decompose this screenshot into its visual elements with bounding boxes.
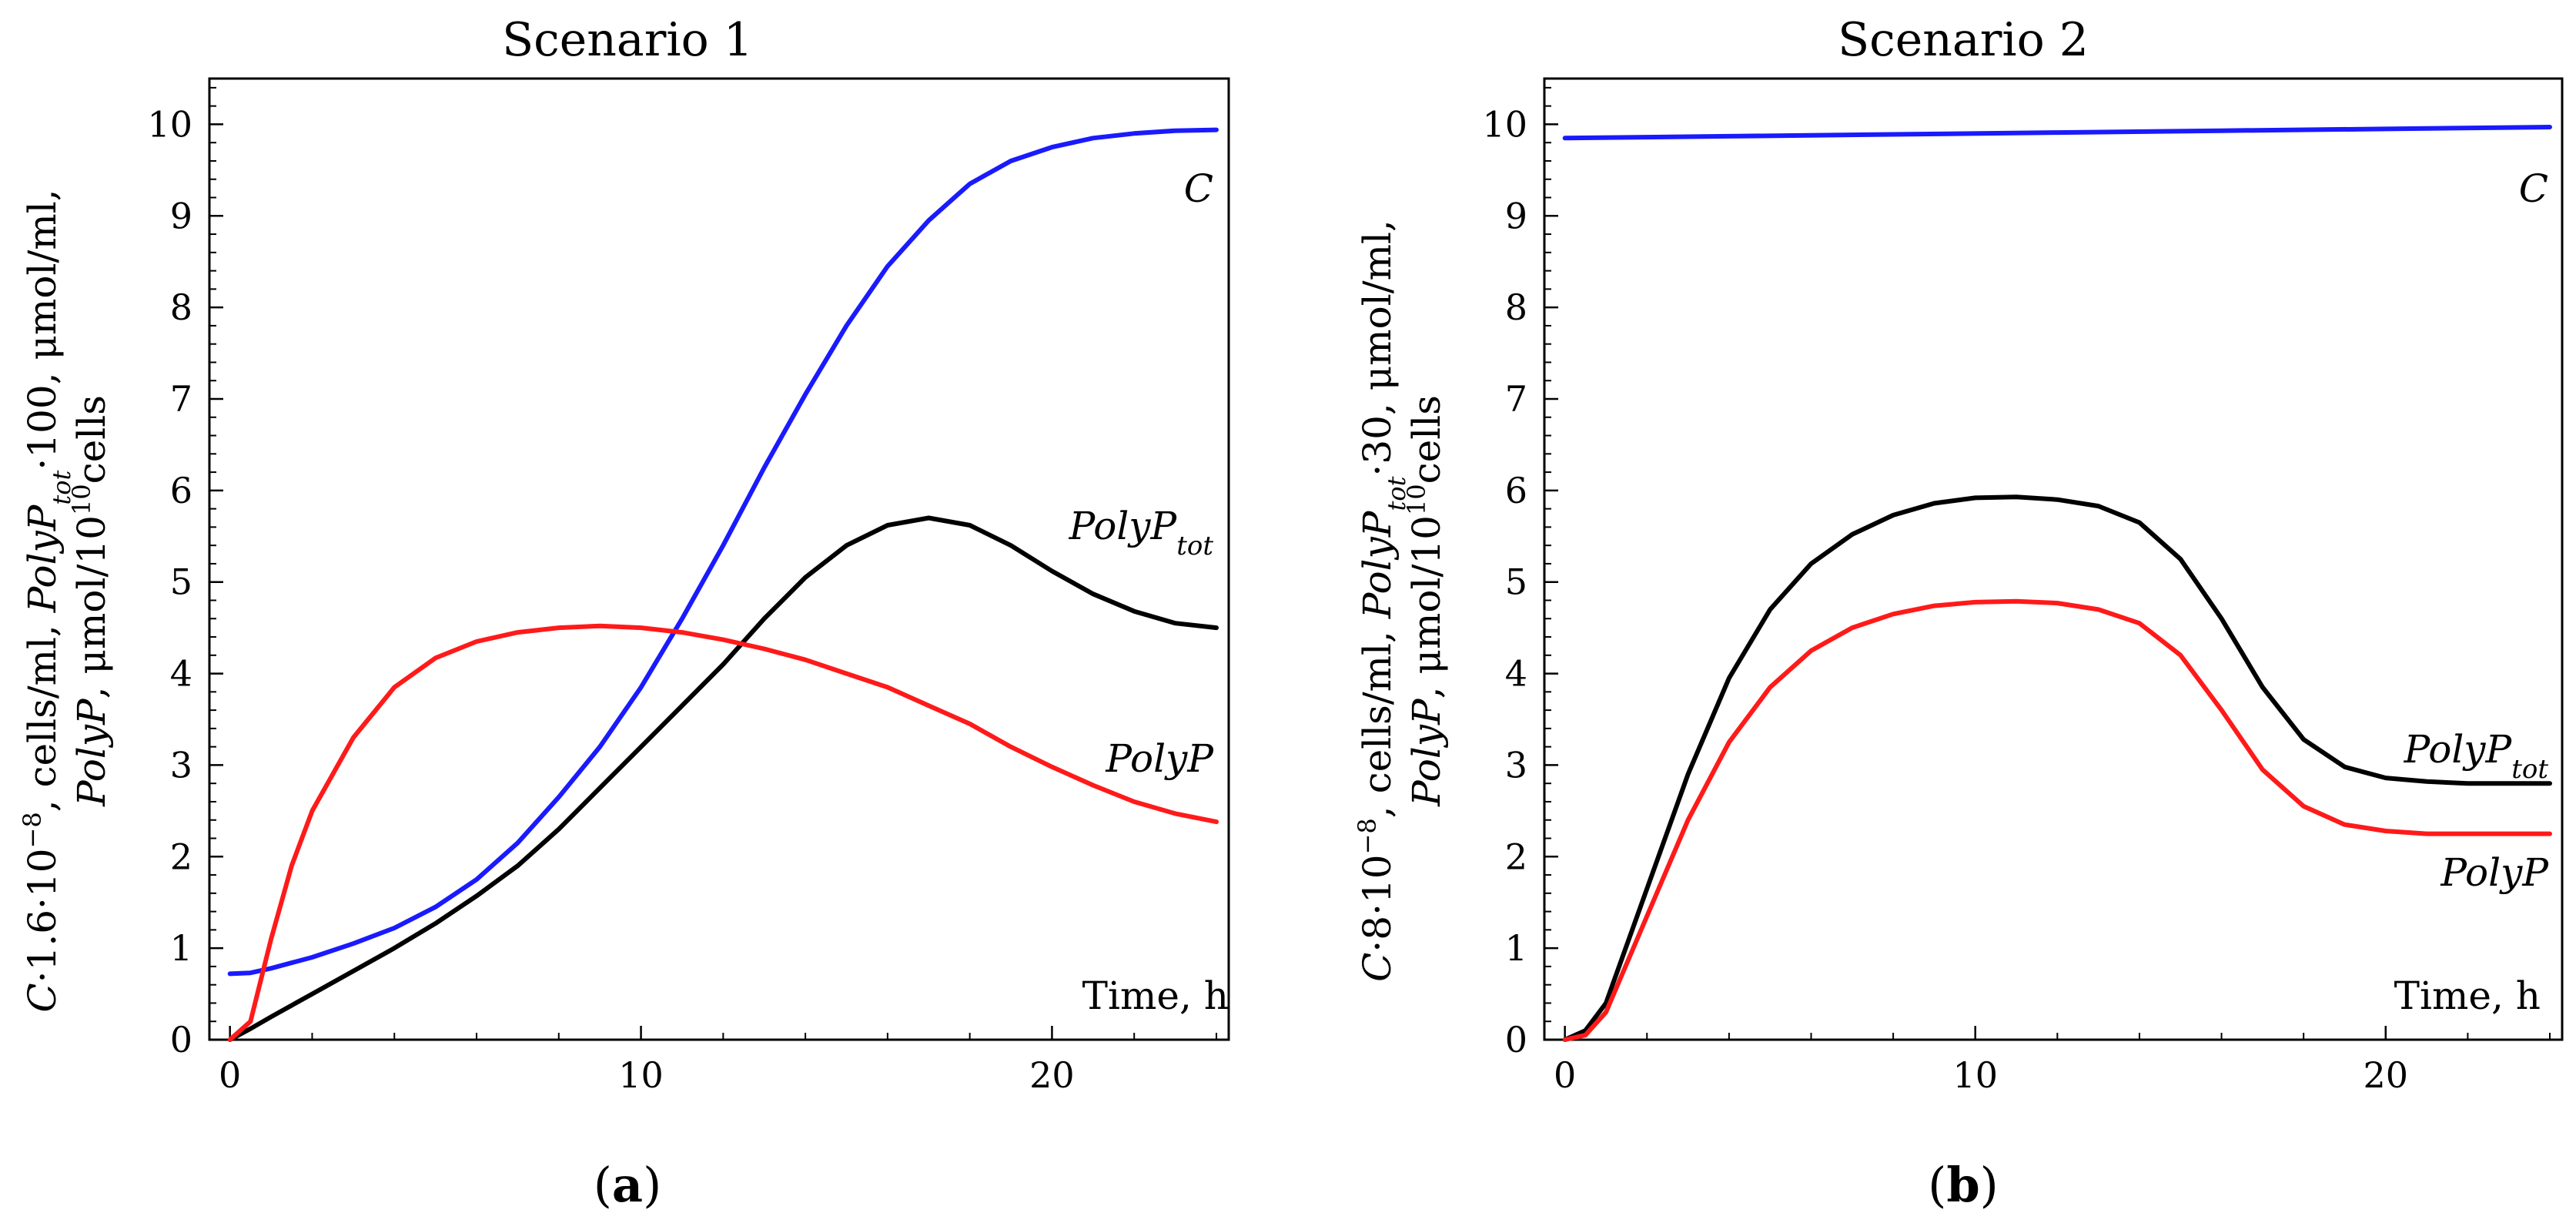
panel-b-xtick-label: 10 [1952, 1054, 1998, 1096]
panel-b-ytick-label: 5 [1505, 561, 1527, 603]
panel-a-ytick-label: 1 [170, 927, 192, 969]
panel-b-label-polyp: PolyP [2440, 850, 2549, 895]
panel-a-series-polyp-tot [227, 515, 1219, 1042]
panel-a-y-axis-label: C·1.6·10−8, cells/ml, PolyPtot·100, μmol… [18, 189, 114, 1012]
panel-b-ytick-label: 7 [1505, 378, 1527, 420]
panel-b-ytick-label: 3 [1505, 744, 1527, 786]
panel-b-ytick-label: 4 [1505, 653, 1527, 695]
panel-a-ytick-label: 6 [170, 470, 192, 511]
panel-a-series-c [227, 127, 1219, 977]
panel-a-axes: 0 1 2 3 4 5 6 7 8 9 10 0 10 20 [147, 77, 1230, 1096]
panel-a-ytick-label: 3 [170, 744, 192, 786]
panel-a-series [227, 127, 1219, 1042]
panel-a-ylabel-line1: C·1.6·10−8, cells/ml, PolyPtot·100, μmol… [18, 189, 76, 1012]
panel-b-ylabel-line2: PolyP, μmol/1010cells [1402, 395, 1449, 807]
panel-a-ytick-label: 0 [170, 1019, 192, 1060]
panel-b-xtick-label: 20 [2364, 1054, 2409, 1096]
panel-a-xtick-label: 10 [618, 1054, 664, 1096]
panel-b-series-c [1562, 125, 2552, 141]
panel-b-ytick-label: 1 [1505, 927, 1527, 969]
panel-b-axes: 0 1 2 3 4 5 6 7 8 9 10 0 10 20 [1482, 77, 2564, 1096]
panel-a-ytick-label: 4 [170, 653, 192, 695]
panel-a-ytick-label: 7 [170, 378, 192, 420]
panel-a-ytick-label: 8 [170, 286, 192, 328]
panel-a-series-polyp [227, 623, 1219, 1042]
panel-a-label-polyp: PolyP [1105, 736, 1214, 781]
panel-a-ytick-label: 2 [170, 836, 192, 877]
panel-a-label-polyp-tot: PolyPtot [1069, 504, 1214, 561]
panel-b-subfigure-label: (b) [1928, 1157, 1999, 1213]
panel-b-label-c: C [2519, 166, 2548, 211]
panel-b-title: Scenario 2 [1838, 13, 2089, 67]
panel-a-ytick-label: 5 [170, 561, 192, 603]
panel-a-ytick-label: 9 [170, 195, 192, 236]
panel-b-ytick-label: 2 [1505, 836, 1527, 877]
panel-a-label-c: C [1184, 166, 1213, 211]
panel-a-xlabel: Time, h [1082, 973, 1229, 1018]
panel-b-y-axis-label: C·8·10−8, cells/ml, PolyPtot·30, μmol/ml… [1353, 219, 1449, 982]
panel-b-ylabel-line1: C·8·10−8, cells/ml, PolyPtot·30, μmol/ml… [1353, 219, 1411, 982]
panel-b-ytick-label: 6 [1505, 470, 1527, 511]
panel-b-ytick-label: 0 [1505, 1019, 1527, 1060]
panel-a: Scenario 1 C·1.6·10−8, cells/ml, PolyPto… [18, 13, 1230, 1213]
panel-b-ytick-label: 8 [1505, 286, 1527, 328]
panel-a-subfigure-label: (a) [594, 1157, 662, 1213]
panel-b-xtick-label: 0 [1554, 1054, 1576, 1096]
panel-b-series-polyp-tot [1562, 494, 2552, 1042]
panel-b-label-polyp-tot: PolyPtot [2404, 727, 2549, 785]
panel-b-xlabel: Time, h [2394, 973, 2541, 1018]
panel-a-ytick-label: 10 [147, 103, 192, 145]
panel-a-xtick-label: 0 [219, 1054, 241, 1096]
panel-b-series-polyp [1562, 598, 2552, 1042]
panel-a-ylabel-line2: PolyP, μmol/1010cells [67, 395, 114, 807]
panel-a-plot-frame [208, 77, 1230, 1041]
panel-a-title: Scenario 1 [502, 13, 753, 67]
panel-b-ytick-label: 9 [1505, 195, 1527, 236]
panel-b-series [1562, 125, 2552, 1042]
panel-a-xtick-label: 20 [1029, 1054, 1075, 1096]
panel-b: Scenario 2 C·8·10−8, cells/ml, PolyPtot·… [1353, 13, 2564, 1213]
panel-b-ytick-label: 10 [1482, 103, 1527, 145]
panel-b-plot-frame [1543, 77, 2564, 1041]
